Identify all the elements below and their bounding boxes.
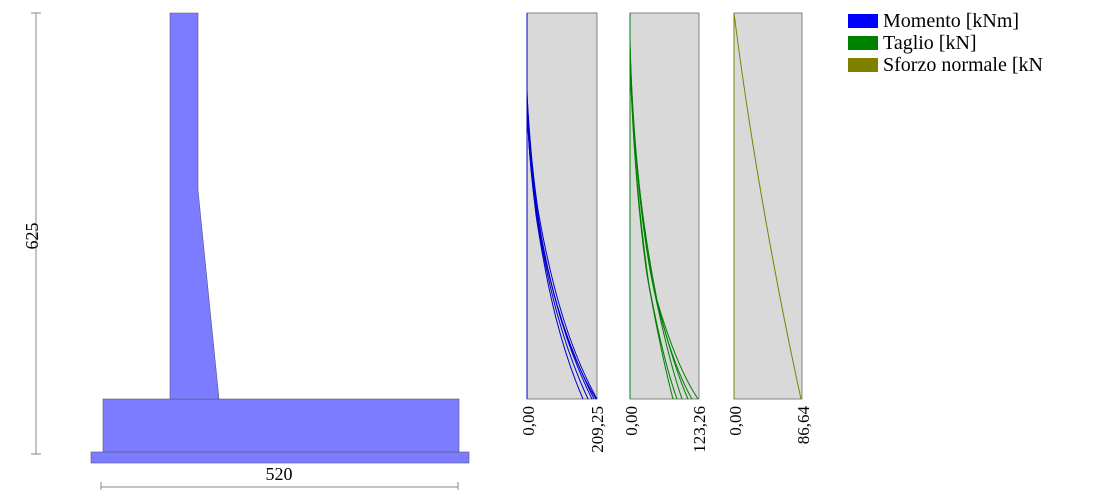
shear-curve-6 (629, 44, 674, 400)
width-dimension-label: 520 (266, 464, 293, 484)
wall-footing (102, 398, 460, 453)
moment-diagram: 0,00 209,25 (519, 12, 607, 453)
normal-force-max-label: 86,64 (794, 406, 813, 445)
moment-max-label: 209,25 (588, 406, 607, 453)
normal-force-diagram: 0,00 86,64 (726, 12, 813, 445)
retaining-wall-section (90, 12, 470, 464)
legend-label-normal-force: Sforzo normale [kN (883, 54, 1043, 76)
shear-min-label: 0,00 (622, 406, 641, 436)
legend: Momento [kNm] Taglio [kN] Sforzo normale… (848, 10, 1103, 76)
shear-max-label: 123,26 (690, 406, 709, 453)
shear-curve-5 (629, 69, 699, 400)
legend-item-normal-force: Sforzo normale [kN (848, 54, 1103, 76)
width-dimension: 520 (100, 464, 459, 490)
height-dimension: 625 (22, 12, 42, 455)
normal-force-min-label: 0,00 (726, 406, 745, 436)
wall-stem (169, 12, 220, 400)
shear-diagram: 0,00 123,26 (622, 12, 709, 453)
legend-swatch-normal-force (848, 58, 878, 72)
moment-curve-6 (526, 97, 584, 400)
normal-force-curve (733, 12, 802, 400)
moment-diagram-panel (526, 12, 598, 400)
moment-min-label: 0,00 (519, 406, 538, 436)
legend-label-moment: Momento [kNm] (883, 10, 1020, 32)
moment-curve-2 (526, 94, 598, 400)
legend-swatch-moment (848, 14, 878, 28)
legend-item-moment: Momento [kNm] (848, 10, 1103, 32)
shear-diagram-panel (629, 12, 700, 400)
legend-item-shear: Taglio [kN] (848, 32, 1103, 54)
normal-force-diagram-panel (733, 12, 803, 400)
wall-base-slab (90, 451, 470, 464)
legend-swatch-shear (848, 36, 878, 50)
legend-label-shear: Taglio [kN] (883, 32, 977, 54)
height-dimension-label: 625 (22, 223, 42, 250)
